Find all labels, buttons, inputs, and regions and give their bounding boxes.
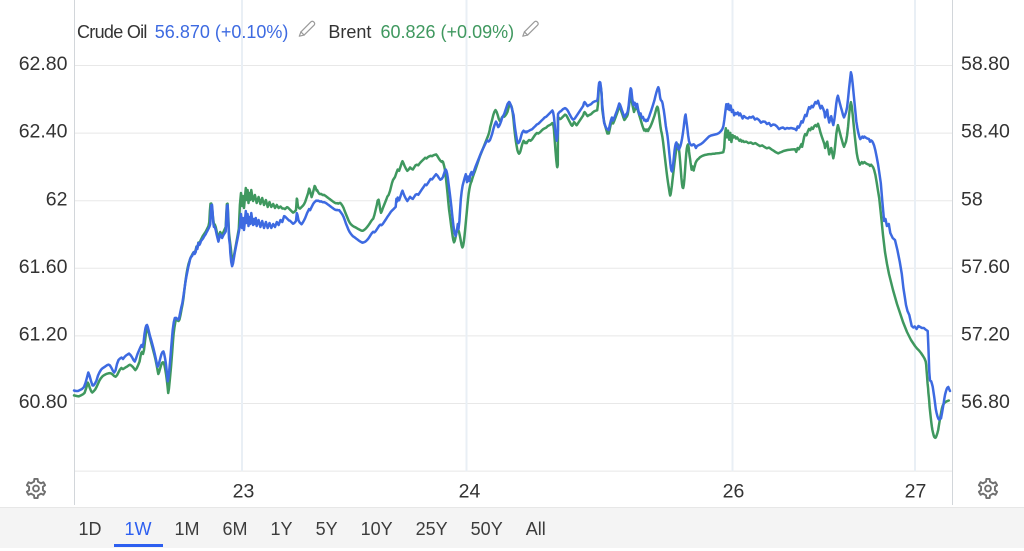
svg-text:61.60: 61.60 bbox=[19, 256, 68, 278]
svg-text:56.80: 56.80 bbox=[961, 391, 1010, 413]
svg-text:Crude Oil: Crude Oil bbox=[77, 22, 147, 42]
svg-text:61.20: 61.20 bbox=[19, 324, 68, 346]
svg-text:Brent: Brent bbox=[328, 22, 371, 42]
svg-text:60.80: 60.80 bbox=[19, 391, 68, 413]
svg-text:57.60: 57.60 bbox=[961, 256, 1010, 278]
svg-text:57.20: 57.20 bbox=[961, 324, 1010, 346]
svg-text:62.80: 62.80 bbox=[19, 53, 68, 75]
svg-text:62: 62 bbox=[46, 188, 68, 210]
svg-text:23: 23 bbox=[233, 481, 255, 503]
svg-text:62.40: 62.40 bbox=[19, 121, 68, 143]
svg-text:58: 58 bbox=[961, 188, 983, 210]
svg-text:24: 24 bbox=[459, 481, 481, 503]
svg-text:58.40: 58.40 bbox=[961, 121, 1010, 143]
svg-text:27: 27 bbox=[905, 481, 927, 503]
svg-text:56.870 (+0.10%): 56.870 (+0.10%) bbox=[155, 22, 289, 42]
svg-text:26: 26 bbox=[723, 481, 745, 503]
svg-text:60.826 (+0.09%): 60.826 (+0.09%) bbox=[381, 22, 515, 42]
svg-text:58.80: 58.80 bbox=[961, 53, 1010, 75]
